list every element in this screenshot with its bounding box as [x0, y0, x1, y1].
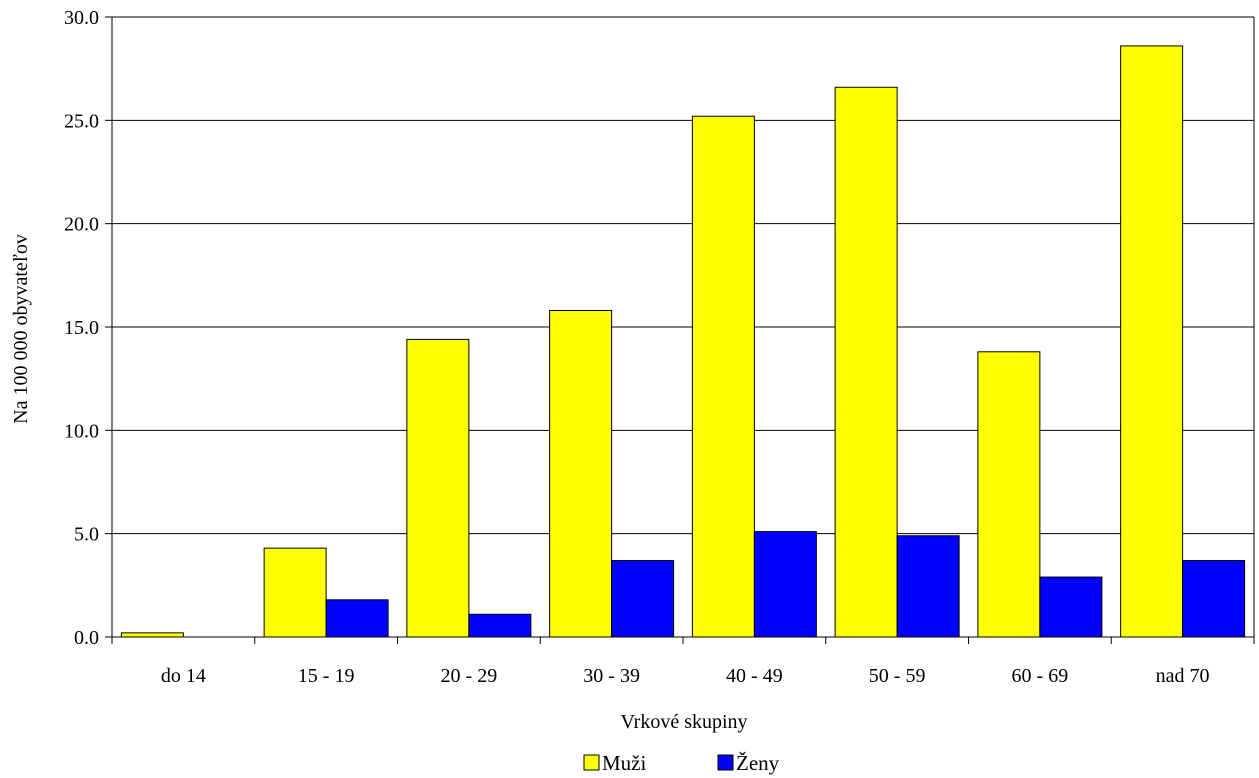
- y-tick-label: 30.0: [64, 7, 99, 29]
- bar-zeny-1: [325, 599, 389, 638]
- gridlines: [112, 16, 1254, 535]
- bar-muzi-3: [549, 309, 613, 638]
- legend-label-muzi: Muži: [602, 751, 646, 775]
- bar-muzi-7: [1120, 45, 1184, 638]
- bar-muzi-4: [691, 115, 755, 638]
- axes: [105, 16, 1255, 644]
- x-tick-label: 20 - 29: [441, 665, 498, 687]
- y-tick-label: 0.0: [74, 627, 99, 649]
- bar-zeny-3: [611, 560, 675, 638]
- legend-swatch-zeny: [717, 754, 734, 771]
- bar-muzi-0: [120, 632, 184, 638]
- legend-swatch-muzi: [583, 754, 600, 771]
- x-tick-label: nad 70: [1156, 665, 1210, 687]
- bar-muzi-6: [977, 351, 1041, 638]
- y-tick-label: 25.0: [64, 110, 99, 132]
- bar-muzi-5: [834, 86, 898, 638]
- bar-zeny-2: [468, 613, 532, 638]
- bar-muzi-1: [263, 547, 327, 638]
- x-tick-label: do 14: [161, 665, 206, 687]
- x-tick-labels: do 14 15 - 19 20 - 29 30 - 39 40 - 49 50 - 59…: [161, 665, 1210, 687]
- bar-zeny-4: [753, 531, 817, 638]
- y-tick-labels: 0.0 5.0 10.0 15.0 20.0 25.0 30.0: [64, 7, 99, 649]
- bar-zeny-7: [1182, 560, 1246, 638]
- bar-muzi-2: [406, 338, 470, 638]
- bar-zeny-5: [896, 535, 960, 638]
- legend: Muži Ženy: [583, 751, 780, 775]
- bars: [120, 45, 1246, 638]
- y-axis-title: Na 100 000 obyvateľov: [10, 234, 32, 424]
- bar-zeny-6: [1039, 576, 1103, 638]
- y-tick-label: 10.0: [64, 420, 99, 442]
- legend-label-zeny: Ženy: [736, 751, 780, 775]
- y-tick-label: 15.0: [64, 317, 99, 339]
- x-tick-label: 40 - 49: [726, 665, 783, 687]
- y-tick-label: 20.0: [64, 214, 99, 236]
- x-axis-title: Vrkové skupiny: [620, 711, 747, 733]
- x-tick-label: 15 - 19: [298, 665, 355, 687]
- x-tick-label: 50 - 59: [869, 665, 926, 687]
- x-tick-label: 60 - 69: [1012, 665, 1069, 687]
- y-tick-label: 5.0: [74, 524, 99, 546]
- x-tick-label: 30 - 39: [583, 665, 640, 687]
